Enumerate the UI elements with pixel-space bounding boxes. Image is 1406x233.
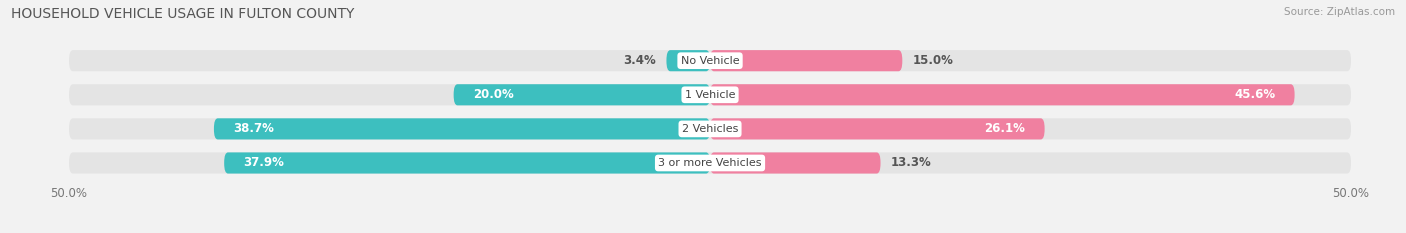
Text: 26.1%: 26.1%	[984, 122, 1025, 135]
Text: 15.0%: 15.0%	[912, 54, 953, 67]
FancyBboxPatch shape	[69, 152, 1351, 174]
Text: No Vehicle: No Vehicle	[681, 56, 740, 66]
FancyBboxPatch shape	[710, 50, 903, 71]
Text: 13.3%: 13.3%	[891, 157, 932, 169]
Text: 1 Vehicle: 1 Vehicle	[685, 90, 735, 100]
FancyBboxPatch shape	[214, 118, 710, 140]
FancyBboxPatch shape	[224, 152, 710, 174]
FancyBboxPatch shape	[710, 118, 1045, 140]
Text: 3.4%: 3.4%	[623, 54, 657, 67]
FancyBboxPatch shape	[69, 50, 1351, 71]
FancyBboxPatch shape	[69, 84, 1351, 105]
Text: HOUSEHOLD VEHICLE USAGE IN FULTON COUNTY: HOUSEHOLD VEHICLE USAGE IN FULTON COUNTY	[11, 7, 354, 21]
FancyBboxPatch shape	[666, 50, 710, 71]
Text: 38.7%: 38.7%	[233, 122, 274, 135]
FancyBboxPatch shape	[69, 118, 1351, 140]
Text: 20.0%: 20.0%	[472, 88, 513, 101]
Text: 3 or more Vehicles: 3 or more Vehicles	[658, 158, 762, 168]
FancyBboxPatch shape	[454, 84, 710, 105]
Text: 2 Vehicles: 2 Vehicles	[682, 124, 738, 134]
FancyBboxPatch shape	[710, 84, 1295, 105]
FancyBboxPatch shape	[710, 152, 880, 174]
Text: 37.9%: 37.9%	[243, 157, 284, 169]
Text: 45.6%: 45.6%	[1234, 88, 1275, 101]
Text: Source: ZipAtlas.com: Source: ZipAtlas.com	[1284, 7, 1395, 17]
